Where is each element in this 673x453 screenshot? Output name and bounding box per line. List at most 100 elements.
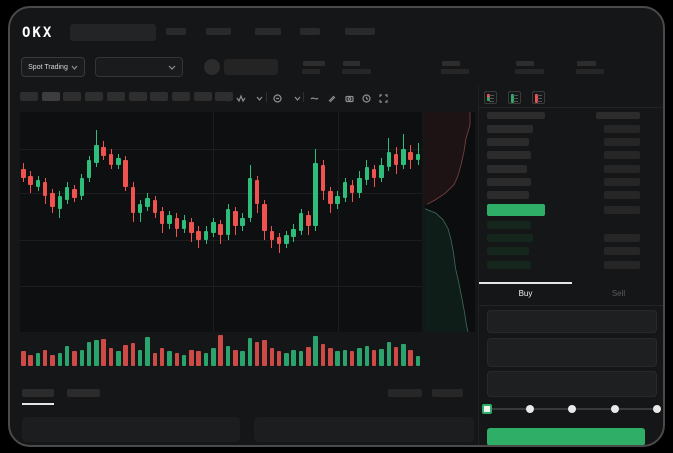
ask-amount-placeholder [604,138,640,147]
candle-body [298,213,304,231]
volume-bar [64,345,70,366]
candlestick-plot[interactable] [20,112,422,332]
orders-action-placeholder[interactable] [432,389,463,397]
ask-price-placeholder[interactable] [487,164,527,173]
toolbar-separator [266,92,267,102]
slider-stop[interactable] [525,405,534,413]
candle-body [152,200,158,214]
volume-bar [145,337,150,366]
nav-item[interactable] [345,28,375,35]
orderbook-asks-icon[interactable] [532,91,545,104]
ask-price-placeholder[interactable] [487,177,531,186]
grid-line-v [337,112,339,332]
slider-handle[interactable] [482,404,492,414]
candle-body [284,235,289,244]
candles-icon[interactable] [235,91,246,103]
orderbook-bids-icon[interactable] [508,91,521,104]
volume-bar [181,354,187,366]
draw-icon[interactable] [326,91,337,103]
candle-body [335,195,340,205]
timeframe-button[interactable] [42,92,60,101]
ask-price-placeholder[interactable] [487,125,533,133]
orders-tab[interactable] [22,389,54,397]
orders-action-placeholder[interactable] [388,389,422,397]
bid-price-placeholder[interactable] [487,260,531,269]
buy-submit-button[interactable] [487,428,645,445]
volume-bar [50,354,55,366]
timeframe-button[interactable] [20,92,38,101]
volume-bar [415,356,421,366]
candle-body [196,230,201,240]
timeframe-button[interactable] [85,92,103,101]
chevron-down-icon[interactable] [292,91,303,102]
volume-bar [101,338,106,366]
nav-item[interactable] [255,28,281,35]
chevron-down-icon[interactable] [254,91,265,102]
slider-stop[interactable] [653,405,661,413]
timeframe-button[interactable] [150,92,168,101]
bid-price-placeholder[interactable] [487,247,529,256]
orders-tab[interactable] [67,389,100,397]
volume-bar [159,347,165,366]
clock-icon[interactable] [361,91,372,103]
timeframe-button[interactable] [215,92,233,101]
candle-body [57,195,63,209]
candle-body [42,182,48,196]
tab-buy[interactable]: Buy [479,282,572,305]
bids-depth-line [425,209,468,332]
last-price-highlight[interactable] [487,204,545,216]
line-style-icon[interactable] [309,91,320,102]
indicator-icon[interactable] [272,91,283,103]
nav-item[interactable] [166,28,186,35]
orderbook-header-price [487,112,545,119]
orderbook-both-icon[interactable] [484,91,497,104]
market-type-selector[interactable]: Spot Trading [21,57,85,77]
search-input[interactable] [70,24,156,41]
slider-stop[interactable] [568,405,576,413]
candle-body [306,215,311,227]
slider-stop[interactable] [610,405,619,413]
bid-amount-placeholder [604,234,640,243]
ask-price-placeholder[interactable] [487,191,529,199]
bid-price-placeholder[interactable] [487,234,533,243]
stat-label-placeholder [442,61,460,66]
volume-bar [42,349,48,366]
market-type-label: Spot Trading [28,63,68,71]
expand-icon[interactable] [378,91,389,103]
candle-body [371,169,377,178]
order-input[interactable] [487,338,657,367]
candle-body [130,186,136,214]
timeframe-button[interactable] [194,92,212,101]
tab-sell[interactable]: Sell [572,282,663,305]
candle-body [328,191,333,205]
camera-icon[interactable] [344,91,355,103]
order-input[interactable] [487,310,657,333]
candle-body [357,178,362,194]
sell-tab-label: Sell [611,289,626,298]
volume-bar [349,351,355,366]
timeframe-button[interactable] [107,92,125,101]
nav-item[interactable] [206,28,231,35]
timeframe-button[interactable] [172,92,190,101]
stat-value-placeholder [342,69,371,74]
volume-bar [401,344,406,366]
candle-body [415,153,421,161]
amount-slider[interactable] [482,403,661,415]
candle-body [28,175,33,185]
ask-price-placeholder[interactable] [487,138,529,147]
volume-bar [284,352,289,366]
ask-amount-placeholder [604,177,640,186]
timeframe-button[interactable] [129,92,147,101]
candle-body [254,180,260,205]
pair-selector[interactable] [95,57,183,77]
volume-bar [240,351,245,366]
volume-bar [203,352,209,366]
ask-price-placeholder[interactable] [487,151,531,160]
bid-price-placeholder[interactable] [487,221,531,229]
nav-item[interactable] [300,28,320,35]
order-input[interactable] [487,371,657,397]
timeframe-button[interactable] [63,92,81,101]
volume-bar [130,342,136,366]
candle-body [86,160,92,178]
volume-bar [94,340,99,366]
